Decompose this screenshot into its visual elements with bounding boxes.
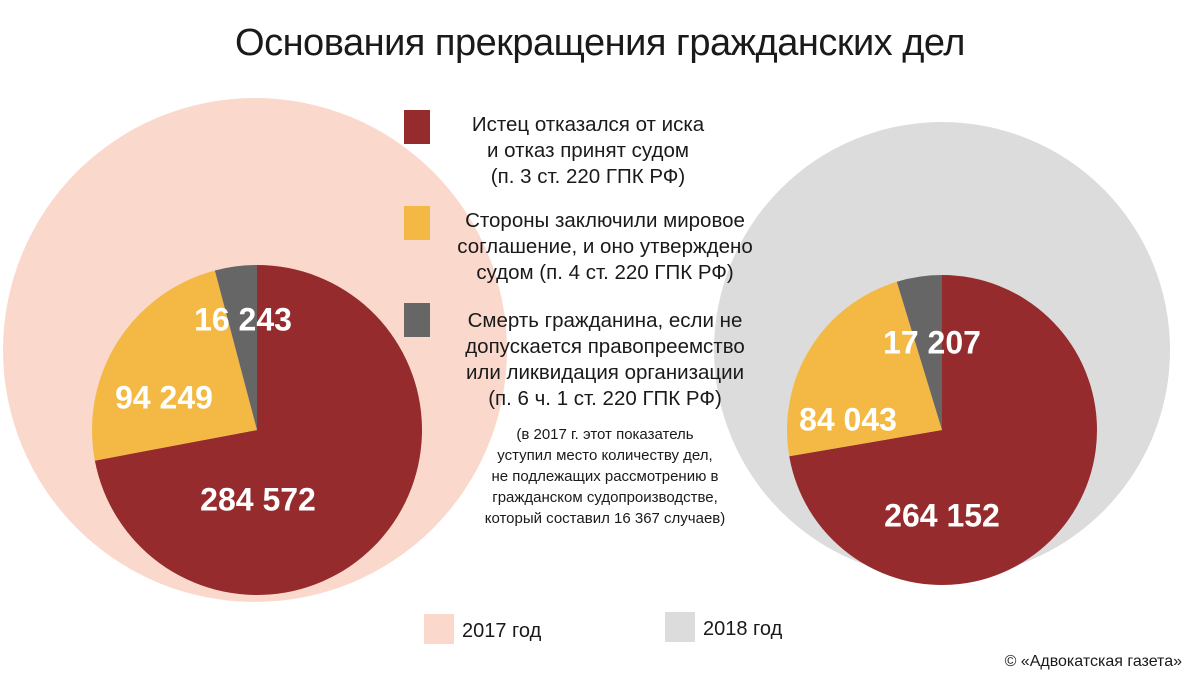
pie-slice-refusal [789,275,1097,586]
slice-label-death: 16 243 [194,301,292,337]
pie-charts: 284 572 94 249 16 243 264 152 84 043 17 207 [3,98,1170,602]
pie-slice-settlement [787,281,942,457]
slice-label-death: 17 207 [883,324,981,360]
legend-label-refusal: Истец отказался от иска и отказ принят с… [471,113,705,188]
source-credit: © «Адвокатская газета» [1004,653,1182,670]
pie-slice-settlement [91,270,257,461]
pie-2017: 284 572 94 249 16 243 [3,98,507,602]
pie-2018: 264 152 84 043 17 207 [714,122,1170,586]
footnote: (в 2017 г. этот показатель уступил место… [484,426,726,527]
legend-label-settlement: Стороны заключили мировое соглашение, и … [457,209,753,284]
pie-slice-refusal [94,265,422,595]
legend-label-death: Смерть гражданина, если не допускается п… [465,309,745,410]
pie-slice-death [896,275,942,430]
year-label-2018: 2018 год [703,618,783,640]
slice-label-refusal: 264 152 [884,497,1000,533]
chart-title: Основания прекращения гражданских дел [235,22,965,64]
slice-label-settlement: 94 249 [115,379,213,415]
slice-label-refusal: 284 572 [200,481,316,517]
pie-slice-death [214,265,257,430]
legend-swatch-death [404,303,430,337]
year-swatch-2018 [665,612,695,642]
year-swatch-2017 [424,614,454,644]
slice-label-settlement: 84 043 [799,401,897,437]
legend-swatch-settlement [404,206,430,240]
legend-swatch-refusal [404,110,430,144]
year-label-2017: 2017 год [462,620,542,642]
